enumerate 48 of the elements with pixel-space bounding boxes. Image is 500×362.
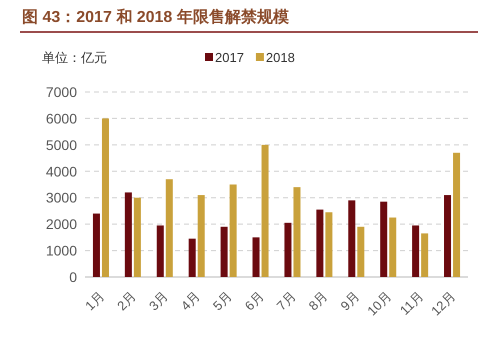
bar [389, 218, 396, 277]
bar [293, 187, 300, 277]
bar [380, 202, 388, 277]
bar [102, 118, 109, 277]
y-tick-label: 5000 [46, 136, 78, 153]
bar [348, 200, 356, 277]
bar [316, 210, 324, 277]
y-tick-label: 6000 [46, 110, 78, 126]
x-tick-label: 3月 [146, 288, 171, 314]
bar [252, 237, 260, 277]
y-tick-label: 7000 [46, 84, 78, 100]
bar [188, 238, 196, 277]
bar [156, 225, 164, 277]
x-tick-label: 11月 [396, 288, 426, 318]
legend-label: 2017 [215, 50, 244, 65]
x-tick-label: 7月 [274, 288, 299, 314]
x-tick-label: 5月 [210, 288, 235, 314]
legend-label: 2018 [266, 50, 295, 65]
y-tick-label: 4000 [46, 163, 78, 180]
bar [284, 222, 292, 277]
bar [230, 184, 237, 277]
bar [325, 212, 332, 277]
bar [166, 179, 173, 277]
bar [124, 192, 132, 277]
y-tick-label: 0 [69, 269, 78, 285]
bar [357, 226, 364, 277]
bar [453, 152, 460, 277]
x-tick-label: 12月 [428, 288, 458, 319]
y-axis-title: 单位：亿元 [42, 50, 107, 65]
chart-title: 图 43：2017 和 2018 年限售解禁规模 [22, 8, 289, 26]
bar [421, 233, 428, 277]
bar [198, 195, 205, 277]
x-tick-label: 10月 [364, 288, 394, 319]
bar [220, 226, 228, 277]
x-tick-label: 8月 [306, 288, 330, 314]
x-tick-label: 9月 [338, 288, 362, 314]
y-tick-label: 3000 [46, 190, 78, 206]
y-tick-label: 1000 [46, 242, 78, 259]
x-tick-label: 1月 [82, 288, 108, 314]
bar [412, 225, 420, 277]
y-tick-label: 2000 [46, 216, 78, 232]
bar [134, 198, 141, 277]
bar [444, 195, 452, 277]
bar [92, 214, 100, 277]
x-tick-label: 6月 [242, 288, 267, 314]
x-tick-label: 4月 [178, 288, 203, 314]
x-tick-label: 2月 [114, 288, 139, 314]
bar [262, 144, 269, 277]
